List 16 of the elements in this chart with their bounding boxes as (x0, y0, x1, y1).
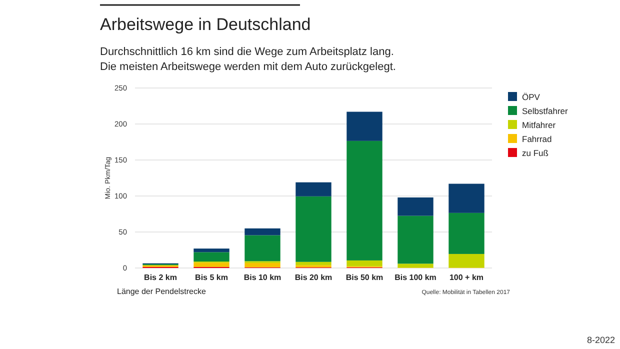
x-axis-title: Länge der Pendelstrecke (117, 287, 206, 296)
legend-label: zu Fuß (522, 148, 548, 158)
text: 8-2022 (586, 335, 615, 345)
x-tick-label: Bis 50 km (346, 273, 384, 282)
legend-label: Fahrrad (522, 134, 552, 144)
x-tick-label: Bis 20 km (294, 273, 332, 282)
x-tick-label: Bis 100 km (394, 273, 436, 282)
x-tick-label: 100 + km (449, 273, 484, 282)
x-tick-label: Bis 5 km (195, 273, 228, 282)
x-tick-label: Bis 10 km (244, 273, 282, 282)
legend-label: Mitfahrer (522, 120, 556, 130)
chart-subtitle: Durchschnittlich 16 km sind die Wege zum Arbeitsplatz lang. Die meisten Arbeitswege werden mit dem Auto zurückgelegt. (100, 46, 396, 73)
legend-label: Selbstfahrer (522, 106, 568, 116)
x-tick-label: Bis 2 km (144, 273, 177, 282)
legend-label: ÖPV (522, 92, 540, 102)
chart-title: Arbeitswege in Deutschland (100, 15, 311, 34)
